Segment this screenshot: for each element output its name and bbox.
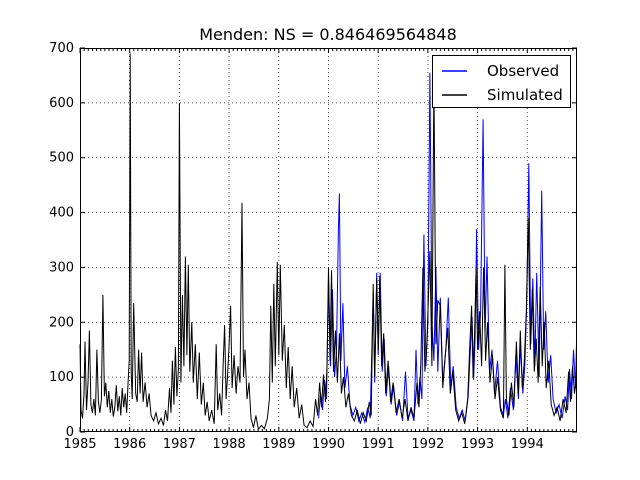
axis-tick-labels: 1985 1986 1987 1988 1989 1990 1991 1992 1993 1994… — [49, 41, 544, 452]
legend: Observed Simulated — [432, 55, 571, 108]
legend-label-simulated: Simulated — [487, 86, 563, 104]
x-tick-label: 1987 — [163, 437, 196, 452]
chart-title: Menden: NS = 0.846469564848 — [199, 25, 457, 44]
y-tick-label: 0 — [66, 425, 74, 440]
x-tick-label: 1992 — [411, 437, 444, 452]
x-tick-label: 1993 — [461, 437, 494, 452]
data-series — [79, 53, 577, 431]
y-tick-label: 600 — [49, 96, 74, 111]
plot-frame — [80, 48, 577, 432]
x-tick-label: 1985 — [63, 437, 96, 452]
x-tick-label: 1989 — [262, 437, 295, 452]
y-tick-label: 700 — [49, 41, 74, 56]
legend-label-observed: Observed — [487, 62, 559, 80]
legend-box — [432, 55, 571, 108]
x-tick-label: 1988 — [213, 437, 246, 452]
y-tick-label: 400 — [49, 206, 74, 221]
x-tick-label: 1990 — [312, 437, 345, 452]
x-tick-label: 1994 — [511, 437, 544, 452]
y-tick-label: 500 — [49, 151, 74, 166]
simulated-line — [79, 53, 577, 431]
x-tick-label: 1991 — [362, 437, 395, 452]
x-tick-label: 1986 — [113, 437, 146, 452]
y-tick-label: 200 — [49, 315, 74, 330]
y-tick-label: 100 — [49, 370, 74, 385]
y-tick-label: 300 — [49, 260, 74, 275]
